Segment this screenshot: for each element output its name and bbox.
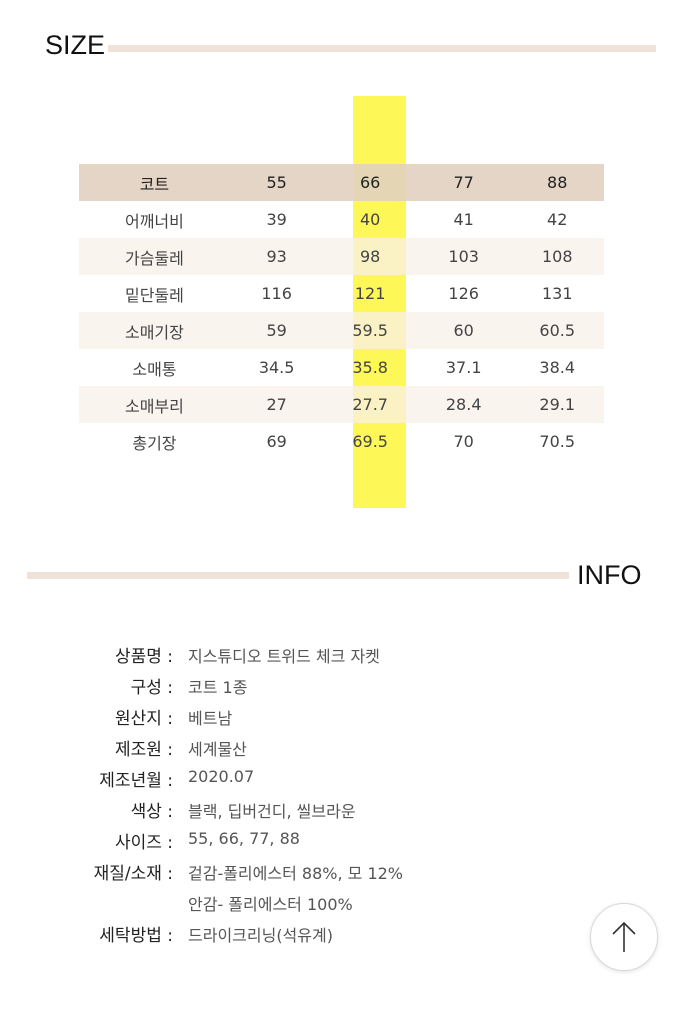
size-cell: 93: [229, 238, 324, 275]
info-label: 구성 :: [130, 678, 173, 698]
size-row: 가슴둘레 93 98 103 108: [79, 238, 604, 275]
size-row-label: 총기장: [132, 433, 177, 453]
size-row: 총기장 69 69.5 70 70.5: [79, 423, 604, 460]
info-value: 드라이크리닝(석유계): [188, 926, 333, 945]
size-cell: 108: [510, 238, 604, 275]
size-header-col: 88: [510, 164, 604, 201]
info-row: 재질/소재 : 겉감-폴리에스터 88%, 모 12%: [0, 859, 683, 889]
info-row: 제조년월 : 2020.07: [0, 766, 683, 796]
size-cell: 41: [453, 210, 474, 229]
size-cell: 35.8: [352, 358, 388, 377]
size-row-label: 가슴둘레: [79, 238, 230, 275]
size-row-label: 소매통: [132, 359, 177, 379]
size-header-col: 55: [229, 164, 324, 201]
info-label: 색상 :: [130, 802, 173, 822]
size-row: 밑단둘레 116 121 126 131: [79, 275, 604, 312]
info-row: 상품명 : 지스튜디오 트위드 체크 자켓: [0, 642, 683, 672]
size-row-label: 소매부리: [79, 386, 230, 423]
info-value: 베트남: [188, 709, 233, 728]
size-row-label: 소매기장: [79, 312, 230, 349]
size-cell: 59: [229, 312, 324, 349]
size-header-row: 코트 55 66 77 88: [79, 164, 604, 201]
size-cell: 116: [261, 284, 292, 303]
scroll-top-button[interactable]: [590, 903, 658, 971]
info-row: 구성 : 코트 1종: [0, 673, 683, 703]
size-cell: 103: [416, 238, 511, 275]
size-cell: 28.4: [416, 386, 511, 423]
size-cell: 37.1: [445, 358, 482, 377]
size-header-col: 66: [323, 164, 417, 201]
size-cell: 60.5: [510, 312, 604, 349]
info-value: 2020.07: [188, 767, 255, 786]
info-value: 55, 66, 77, 88: [188, 829, 300, 848]
info-label: 원산지 :: [114, 709, 173, 729]
size-row-label: 밑단둘레: [124, 285, 184, 305]
info-label: 제조원 :: [114, 740, 173, 760]
size-cell: 70: [453, 432, 474, 451]
size-cell: 60: [416, 312, 511, 349]
info-value: 코트 1종: [188, 678, 248, 697]
info-row: 세탁방법 : 드라이크리닝(석유계): [0, 921, 683, 951]
size-cell: 29.1: [510, 386, 604, 423]
info-value: 겉감-폴리에스터 88%, 모 12%: [188, 864, 404, 883]
info-heading: INFO: [577, 560, 642, 590]
size-divider: [108, 45, 656, 52]
info-divider: [27, 572, 569, 579]
size-table: 코트 55 66 77 88 어깨너비 39 40 41 42 가슴둘레 93 98 103 108 밑단둘레…: [79, 164, 604, 460]
size-heading: SIZE: [45, 30, 106, 60]
size-cell: 40: [359, 210, 381, 229]
size-cell: 69.5: [352, 432, 388, 451]
info-label: 상품명 :: [114, 647, 173, 667]
info-label: 재질/소재 :: [93, 864, 173, 884]
info-row: 안감- 폴리에스터 100%: [0, 890, 683, 920]
size-cell: 27.7: [323, 386, 417, 423]
size-header-col: 77: [416, 164, 511, 201]
size-row-label: 어깨너비: [124, 211, 184, 231]
size-row: 어깨너비 39 40 41 42: [79, 201, 604, 238]
size-cell: 131: [541, 284, 573, 303]
info-row: 원산지 : 베트남: [0, 704, 683, 734]
size-cell: 69: [266, 432, 287, 451]
info-row: 색상 : 블랙, 딥버건디, 씰브라운: [0, 797, 683, 827]
size-cell: 42: [547, 210, 568, 229]
size-cell: 38.4: [539, 358, 576, 377]
size-cell: 39: [266, 210, 287, 229]
info-label: 사이즈 :: [114, 833, 173, 853]
size-row: 소매통 34.5 35.8 37.1 38.4: [79, 349, 604, 386]
size-header-item: 코트: [79, 164, 230, 201]
info-value: 안감- 폴리에스터 100%: [188, 895, 353, 914]
info-value: 블랙, 딥버건디, 씰브라운: [188, 802, 356, 821]
size-cell: 121: [354, 284, 386, 303]
size-row: 소매기장 59 59.5 60 60.5: [79, 312, 604, 349]
info-value: 지스튜디오 트위드 체크 자켓: [188, 647, 380, 666]
arrow-up-icon: [612, 921, 636, 952]
size-cell: 126: [448, 284, 479, 303]
size-cell: 59.5: [323, 312, 417, 349]
info-row: 사이즈 : 55, 66, 77, 88: [0, 828, 683, 858]
info-row: 제조원 : 세계물산: [0, 735, 683, 765]
info-label: 세탁방법 :: [99, 926, 173, 946]
size-row: 소매부리 27 27.7 28.4 29.1: [79, 386, 604, 423]
size-cell: 27: [229, 386, 324, 423]
info-label: 제조년월 :: [99, 771, 173, 791]
size-cell: 34.5: [258, 358, 295, 377]
size-cell: 70.5: [539, 432, 576, 451]
size-cell: 98: [323, 238, 417, 275]
info-value: 세계물산: [188, 740, 247, 759]
